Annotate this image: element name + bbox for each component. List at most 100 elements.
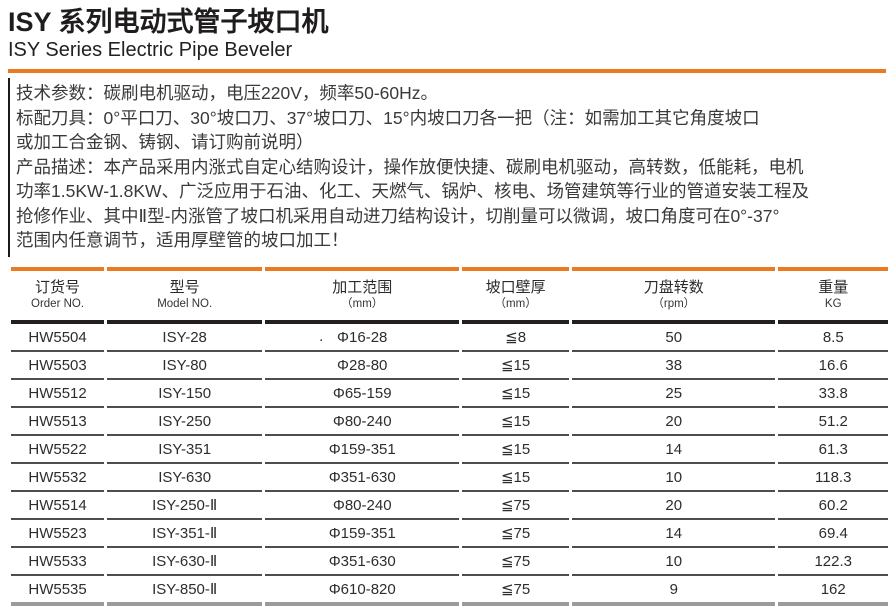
column-label-sub: Order NO. [31,297,85,310]
blade-rpm-cell: 50 [572,324,776,352]
blade-rpm-cell: 38 [572,352,776,380]
machining-range-cell: Φ351-630 [265,464,460,492]
cell-value: 162 [820,580,846,598]
machining-range-cell: Φ159-351 [265,520,460,548]
table-row: HW5532 ISY-630 Φ351-630 ≦15 10 118.3 [11,464,888,492]
column-label-sub: （mm） [494,297,537,310]
cell-value: ISY-150 [158,384,212,402]
column-header-model-no: 型号 Model NO. [107,266,263,324]
spec-table: 订货号 Order NO. 型号 Model NO. 加工范围 （mm） 坡口壁… [8,266,889,606]
weight-cell: 118.3 [778,464,888,492]
cell-value: HW5535 [28,580,87,598]
weight-cell: 8.5 [778,324,888,352]
cell-value: ≦75 [500,552,531,570]
weight-cell: 61.3 [778,436,888,464]
model-cell: ISY-250 [107,408,263,436]
cell-value: 118.3 [815,468,852,486]
table-row: HW5512 ISY-150 Φ65-159 ≦15 25 33.8 [11,380,888,408]
cell-value: 33.8 [818,384,848,402]
weight-cell: 33.8 [778,380,888,408]
page-title: ISY 系列电动式管子坡口机 [8,7,329,37]
cell-value: Φ28-80 [337,356,388,374]
machining-range-cell: Φ65-159 [265,380,460,408]
table-row: HW5503 ISY-80 Φ28-80 ≦15 38 16.6 [11,352,888,380]
machining-range-cell: Φ16-28 [265,324,460,352]
cell-value: HW5504 [28,328,87,346]
cell-value: Φ610-820 [328,580,396,598]
weight-cell: 122.3 [778,548,888,576]
column-label-sub: （mm） [341,297,384,310]
cell-value: Φ16-28 [337,328,388,346]
column-header-weight: 重量 KG [778,266,888,324]
cell-value: Φ80-240 [332,496,392,514]
cell-value: ≦15 [500,468,531,486]
machining-range-cell: Φ159-351 [265,436,460,464]
cell-value: 38 [665,356,683,374]
table-row: HW5504 ISY-28. Φ16-28 ≦8 50 8.5 [11,324,888,352]
order-no-cell: HW5532 [11,464,105,492]
blade-rpm-cell: 20 [572,492,776,520]
weight-cell: 69.4 [778,520,888,548]
page-subtitle: ISY Series Electric Pipe Beveler [8,39,293,61]
cell-value: 122.3 [814,552,853,570]
order-no-cell: HW5503 [11,352,105,380]
column-header-order-no: 订货号 Order NO. [11,266,105,324]
description-line: 功率1.5KW-1.8KW、广泛应用于石油、化工、天燃气、锅炉、核电、场管建筑等… [16,181,810,201]
cell-value: ISY-630 [158,468,212,486]
cell-value: ISY-351 [158,440,212,458]
bevel-wall-thickness-cell: ≦8 [462,324,570,352]
weight-cell: 16.6 [778,352,888,380]
cell-value: 14 [665,524,683,542]
cell-value: ISY-28 [162,328,207,346]
order-no-cell: HW5513 [11,408,105,436]
description-line: 或加工合金钢、铸钢、请订购前说明） [16,132,314,152]
cell-value: Φ80-240 [332,412,392,430]
cell-value: ≦75 [500,496,531,514]
cell-value: ISY-630-Ⅱ [152,552,218,570]
model-cell: ISY-150 [107,380,263,408]
bevel-wall-thickness-cell: ≦75 [462,520,570,548]
table-row: HW5523 ISY-351-Ⅱ Φ159-351 ≦75 14 69.4 [11,520,888,548]
blade-rpm-cell: 10 [572,548,776,576]
machining-range-cell: Φ80-240 [265,492,460,520]
cell-value: 10 [665,552,683,570]
table-row: HW5533 ISY-630-Ⅱ Φ351-630 ≦75 10 122.3 [11,548,888,576]
blade-rpm-cell: 20 [572,408,776,436]
cell-value: ISY-250-Ⅱ [152,496,218,514]
column-header-blade-rpm: 刀盘转数 （rpm） [572,266,776,324]
model-cell: ISY-351-Ⅱ [107,520,263,548]
bevel-wall-thickness-cell: ≦75 [462,548,570,576]
cell-value: 20 [665,412,683,430]
page-header: ISY 系列电动式管子坡口机 ISY Series Electric Pipe … [8,6,886,73]
model-cell: ISY-80 [107,352,263,380]
cell-value: Φ65-159 [332,384,392,402]
weight-cell: 162 [778,576,888,606]
blade-rpm-cell: 10 [572,464,776,492]
model-cell: ISY-630-Ⅱ [107,548,263,576]
column-label-sub: KG [824,297,842,310]
column-label-sub: Model NO. [157,297,213,310]
weight-cell: 51.2 [778,408,888,436]
column-label-zh: 刀盘转数 [643,278,704,296]
blade-rpm-cell: 9 [572,576,776,606]
blade-rpm-cell: 25 [572,380,776,408]
cell-value: HW5503 [28,356,87,374]
bevel-wall-thickness-cell: ≦15 [462,352,570,380]
model-cell: ISY-351 [107,436,263,464]
blade-rpm-cell: 14 [572,436,776,464]
cell-value: ≦15 [500,356,531,374]
cell-value: ≦15 [500,412,531,430]
machining-range-cell: Φ351-630 [265,548,460,576]
order-no-cell: HW5535 [11,576,105,606]
description-line: 范围内任意调节，适用厚壁管的坡口加工！ [16,230,349,250]
cell-value: ISY-351-Ⅱ [152,524,218,542]
table-row: HW5514 ISY-250-Ⅱ Φ80-240 ≦75 20 60.2 [11,492,888,520]
cell-value: HW5522 [28,440,87,458]
order-no-cell: HW5514 [11,492,105,520]
column-label-zh: 订货号 [35,278,81,296]
cell-value: 10 [665,468,683,486]
cell-value: 25 [665,384,683,402]
column-label-zh: 型号 [169,278,200,296]
blade-rpm-cell: 14 [572,520,776,548]
